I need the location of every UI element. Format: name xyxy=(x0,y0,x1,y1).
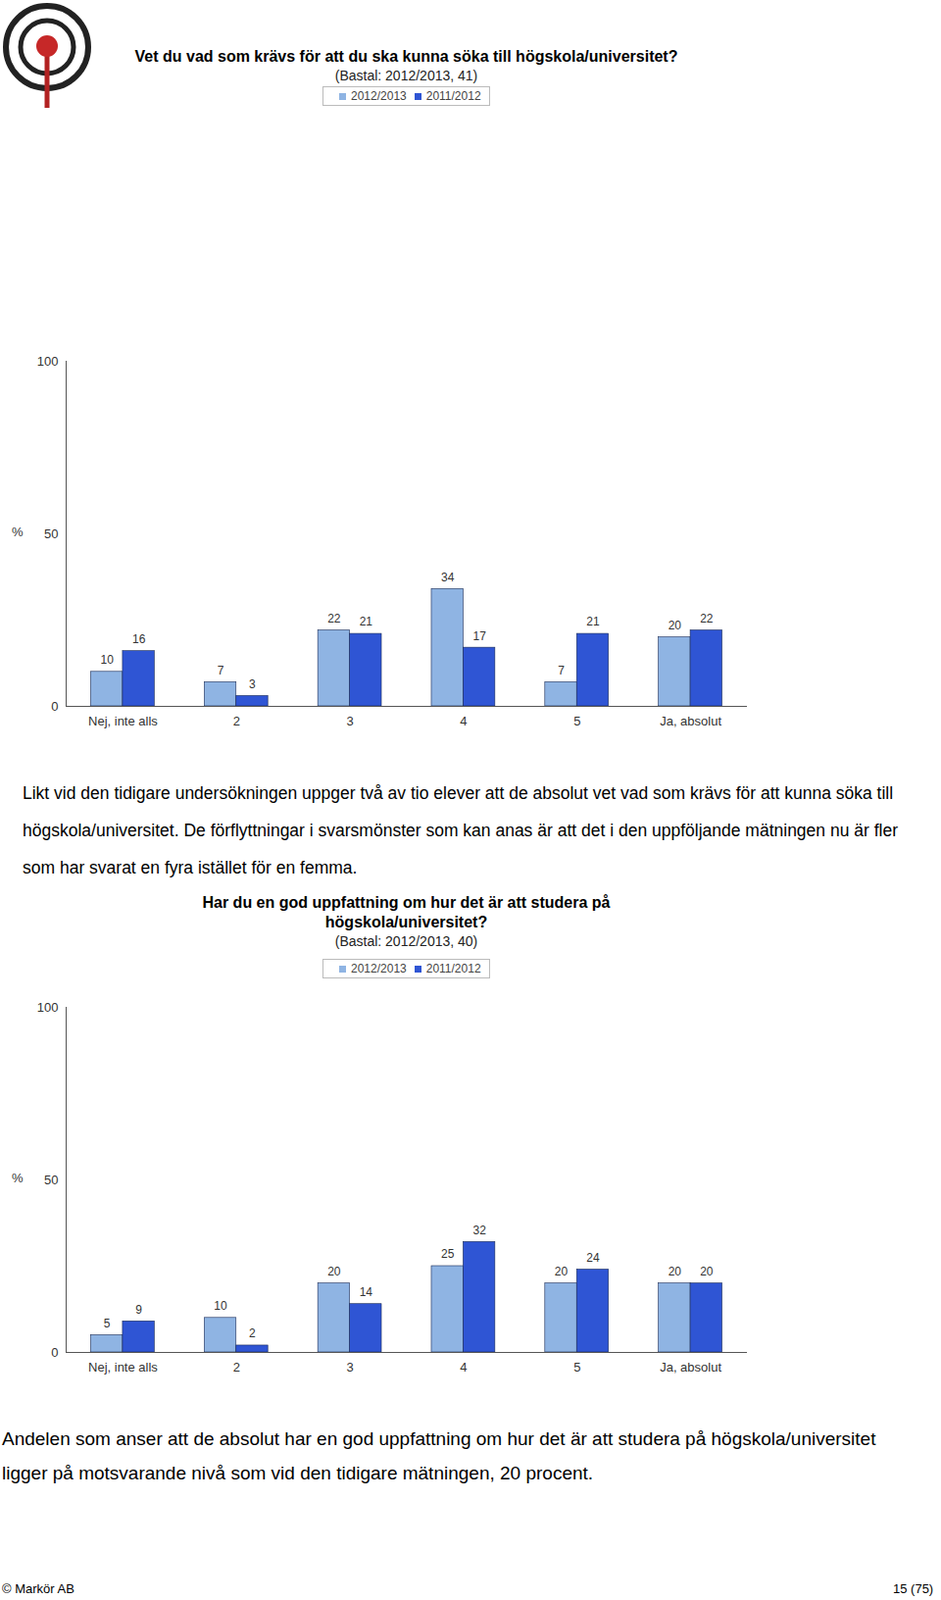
svg-text:3: 3 xyxy=(346,713,353,729)
svg-text:25: 25 xyxy=(441,1246,455,1261)
svg-text:Nej, inte alls: Nej, inte alls xyxy=(88,1359,158,1375)
html-text:Har du en god uppfattning om h: Har du en god uppfattning om hur det är … xyxy=(202,893,611,931)
svg-text:32: 32 xyxy=(472,1223,487,1238)
svg-text:3: 3 xyxy=(346,1359,353,1375)
svg-text:Ja, absolut: Ja, absolut xyxy=(659,1359,722,1375)
svg-text:14: 14 xyxy=(359,1285,374,1299)
svg-text:100: 100 xyxy=(37,999,59,1015)
svg-text:9: 9 xyxy=(135,1302,143,1317)
svg-text:3: 3 xyxy=(248,677,256,692)
html-text:Vet du vad som krävs för att d: Vet du vad som krävs för att du ska kunn… xyxy=(134,48,678,65)
svg-text:20: 20 xyxy=(554,1264,569,1279)
svg-text:34: 34 xyxy=(441,570,455,585)
svg-text:2: 2 xyxy=(233,1359,241,1375)
html-text:Likt vid den tidigare undersök: Likt vid den tidigare undersökningen upp… xyxy=(22,783,898,878)
svg-text:10: 10 xyxy=(100,652,115,667)
html-text:2012/2013: 2012/2013 xyxy=(350,961,407,976)
svg-text:50: 50 xyxy=(44,526,58,542)
svg-text:20: 20 xyxy=(668,618,683,633)
svg-text:5: 5 xyxy=(103,1316,111,1331)
svg-text:16: 16 xyxy=(132,632,147,646)
html-text:2012/2013: 2012/2013 xyxy=(350,89,407,103)
svg-text:22: 22 xyxy=(327,611,342,626)
html-text:15 (75): 15 (75) xyxy=(892,1581,934,1596)
svg-text:100: 100 xyxy=(37,353,59,369)
html-text:(Bastal: 2012/2013, 40): (Bastal: 2012/2013, 40) xyxy=(334,933,478,949)
svg-text:5: 5 xyxy=(573,1359,581,1375)
svg-text:21: 21 xyxy=(359,614,374,629)
svg-text:24: 24 xyxy=(586,1250,600,1265)
svg-text:4: 4 xyxy=(459,1359,467,1375)
svg-text:5: 5 xyxy=(573,713,581,729)
svg-text:7: 7 xyxy=(557,663,565,678)
html-text:2011/2012: 2011/2012 xyxy=(426,89,481,103)
html-text:© Markör AB: © Markör AB xyxy=(1,1581,75,1596)
svg-text:Nej, inte alls: Nej, inte alls xyxy=(88,713,158,729)
svg-text:2: 2 xyxy=(233,713,241,729)
html-text:2011/2012: 2011/2012 xyxy=(426,961,481,976)
svg-text:7: 7 xyxy=(217,663,225,678)
svg-text:10: 10 xyxy=(213,1298,228,1313)
svg-text:50: 50 xyxy=(44,1172,58,1188)
svg-text:22: 22 xyxy=(699,611,714,626)
html-text:(Bastal: 2012/2013, 41): (Bastal: 2012/2013, 41) xyxy=(334,67,478,84)
svg-text:20: 20 xyxy=(699,1264,714,1279)
svg-text:20: 20 xyxy=(668,1264,683,1279)
svg-text:2: 2 xyxy=(248,1326,256,1340)
svg-text:0: 0 xyxy=(50,1344,58,1360)
html-text:Andelen som anser att de absol: Andelen som anser att de absolut har en … xyxy=(1,1428,876,1484)
svg-text:0: 0 xyxy=(50,698,58,714)
svg-text:17: 17 xyxy=(472,629,487,644)
svg-text:21: 21 xyxy=(586,614,600,629)
svg-text:Ja, absolut: Ja, absolut xyxy=(659,713,722,729)
svg-text:20: 20 xyxy=(327,1264,342,1279)
svg-text:4: 4 xyxy=(459,713,467,729)
